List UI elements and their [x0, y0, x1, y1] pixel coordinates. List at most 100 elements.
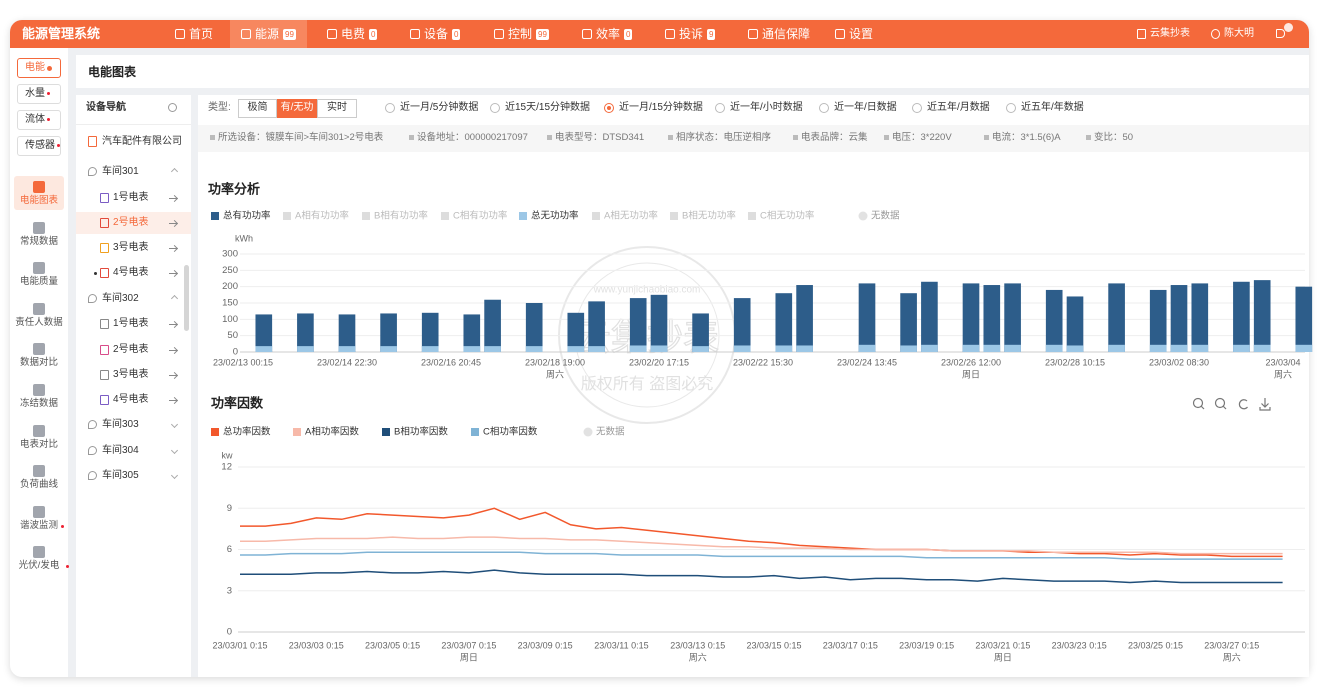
legend-label: A相无功功率	[604, 210, 658, 222]
y-tick-label: 50	[227, 330, 238, 341]
legend-swatch	[471, 428, 479, 436]
x-tick-label: 23/03/13 0:15	[670, 640, 725, 650]
x-tick-label: 23/02/22 15:30	[733, 357, 793, 367]
legend-label: A相功率因数	[305, 426, 359, 438]
legend-label: B相功率因数	[394, 426, 448, 438]
bar	[775, 293, 792, 352]
bar	[921, 345, 938, 352]
bar	[463, 346, 480, 352]
bar	[630, 345, 647, 352]
y-tick-label: 6	[227, 544, 232, 555]
bar	[796, 285, 813, 352]
x-tick-label: 23/03/09 0:15	[518, 640, 573, 650]
x-tick-label: 23/02/18 19:00	[525, 357, 585, 367]
x-tick-label: 23/03/19 0:15	[899, 640, 954, 650]
bar	[1171, 285, 1188, 352]
download-icon	[1260, 398, 1270, 410]
y-unit: kw	[222, 450, 234, 460]
bar	[1254, 280, 1271, 352]
bar	[651, 345, 668, 352]
bar	[692, 346, 709, 352]
legend-swatch	[584, 428, 593, 437]
legend-swatch	[211, 428, 219, 436]
legend-swatch	[592, 212, 600, 220]
x-tick-note: 周日	[962, 369, 980, 379]
legend-swatch	[211, 212, 219, 220]
x-tick-label: 23/03/27 0:15	[1204, 640, 1259, 650]
legend-swatch	[859, 212, 868, 221]
x-tick-label: 23/03/21 0:15	[975, 640, 1030, 650]
legend-label: 总有功功率	[223, 210, 271, 222]
bar	[630, 298, 647, 352]
x-tick-label: 23/03/07 0:15	[441, 640, 496, 650]
legend-label: C相有功功率	[453, 210, 508, 222]
y-tick-label: 0	[233, 347, 238, 358]
bar	[255, 346, 272, 352]
legend-label: 总无功功率	[531, 210, 579, 222]
legend-label: B相无功功率	[682, 210, 736, 222]
legend-label: C相无功功率	[760, 210, 815, 222]
bar	[1295, 345, 1312, 352]
y-tick-label: 9	[227, 503, 232, 514]
bar	[1295, 287, 1312, 352]
bar	[1191, 283, 1208, 352]
bar	[983, 345, 1000, 352]
x-tick-label: 23/02/16 20:45	[421, 357, 481, 367]
x-tick-label: 23/03/05 0:15	[365, 640, 420, 650]
legend-label: C相功率因数	[483, 426, 538, 438]
x-tick-label: 23/02/13 00:15	[213, 357, 273, 367]
bar	[1046, 345, 1063, 352]
x-tick-label: 23/02/26 12:00	[941, 357, 1001, 367]
bar	[859, 345, 876, 352]
bar	[963, 345, 980, 352]
x-tick-label: 23/03/11 0:15	[594, 640, 648, 650]
x-tick-note: 周六	[546, 368, 564, 379]
y-tick-label: 200	[222, 281, 238, 292]
line-series	[240, 552, 1283, 559]
y-tick-label: 12	[221, 462, 232, 473]
x-tick-label: 23/03/25 0:15	[1128, 640, 1183, 650]
bar	[1046, 290, 1063, 352]
bar	[588, 346, 605, 352]
bar	[1254, 345, 1271, 352]
bar	[775, 345, 792, 352]
watermark-notice: 版权所有 盗图必究	[581, 375, 713, 393]
bar	[567, 346, 584, 352]
bar	[1171, 345, 1188, 352]
bar	[963, 283, 980, 352]
line-series	[240, 537, 1283, 554]
x-tick-note: 周六	[1223, 651, 1241, 662]
y-tick-label: 250	[222, 265, 238, 276]
x-tick-label: 23/03/23 0:15	[1052, 640, 1107, 650]
line-series	[240, 570, 1283, 582]
bar	[339, 346, 356, 352]
bar	[1067, 296, 1084, 352]
bar	[484, 346, 501, 352]
bar	[297, 346, 314, 352]
legend-label: B相有功功率	[374, 210, 428, 222]
bar	[734, 298, 751, 352]
bar	[1150, 345, 1167, 352]
bar	[900, 345, 917, 352]
legend-swatch	[293, 428, 301, 436]
bar	[651, 295, 668, 352]
y-tick-label: 3	[227, 585, 232, 596]
x-tick-label: 23/02/20 17:15	[629, 357, 689, 367]
bar	[526, 346, 543, 352]
chart-title: 功率分析	[208, 181, 260, 196]
x-tick-note: 周六	[689, 651, 707, 662]
bar	[588, 301, 605, 352]
bar	[380, 346, 397, 352]
bar	[1150, 290, 1167, 352]
x-tick-label: 23/03/15 0:15	[746, 640, 801, 650]
bar	[900, 293, 917, 352]
bar	[526, 303, 543, 352]
y-tick-label: 150	[222, 298, 238, 309]
legend-swatch	[670, 212, 678, 220]
bar	[1004, 283, 1021, 352]
x-tick-note: 周日	[994, 652, 1012, 662]
bar	[921, 282, 938, 352]
bar	[734, 345, 751, 352]
